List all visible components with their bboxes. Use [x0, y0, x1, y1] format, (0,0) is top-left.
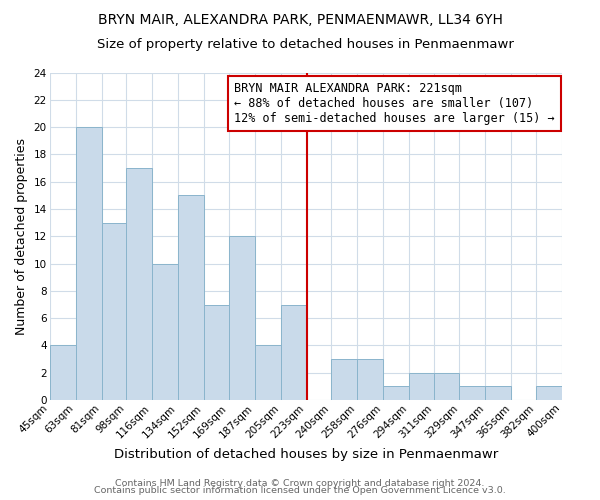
Text: BRYN MAIR, ALEXANDRA PARK, PENMAENMAWR, LL34 6YH: BRYN MAIR, ALEXANDRA PARK, PENMAENMAWR, …	[98, 12, 502, 26]
Bar	[536, 386, 562, 400]
Bar	[178, 196, 204, 400]
X-axis label: Distribution of detached houses by size in Penmaenmawr: Distribution of detached houses by size …	[113, 448, 498, 461]
Text: Contains HM Land Registry data © Crown copyright and database right 2024.: Contains HM Land Registry data © Crown c…	[115, 478, 485, 488]
Bar	[101, 222, 126, 400]
Bar	[204, 304, 229, 400]
Bar	[357, 359, 383, 400]
Text: Contains public sector information licensed under the Open Government Licence v3: Contains public sector information licen…	[94, 486, 506, 495]
Bar	[409, 372, 434, 400]
Bar	[460, 386, 485, 400]
Bar	[50, 346, 76, 400]
Title: Size of property relative to detached houses in Penmaenmawr: Size of property relative to detached ho…	[97, 38, 514, 51]
Bar	[281, 304, 307, 400]
Bar	[434, 372, 460, 400]
Bar	[76, 127, 101, 400]
Bar	[152, 264, 178, 400]
Y-axis label: Number of detached properties: Number of detached properties	[15, 138, 28, 335]
Bar	[229, 236, 254, 400]
Bar	[485, 386, 511, 400]
Text: BRYN MAIR ALEXANDRA PARK: 221sqm
← 88% of detached houses are smaller (107)
12% : BRYN MAIR ALEXANDRA PARK: 221sqm ← 88% o…	[234, 82, 554, 126]
Bar	[383, 386, 409, 400]
Bar	[126, 168, 152, 400]
Bar	[331, 359, 357, 400]
Bar	[254, 346, 281, 400]
